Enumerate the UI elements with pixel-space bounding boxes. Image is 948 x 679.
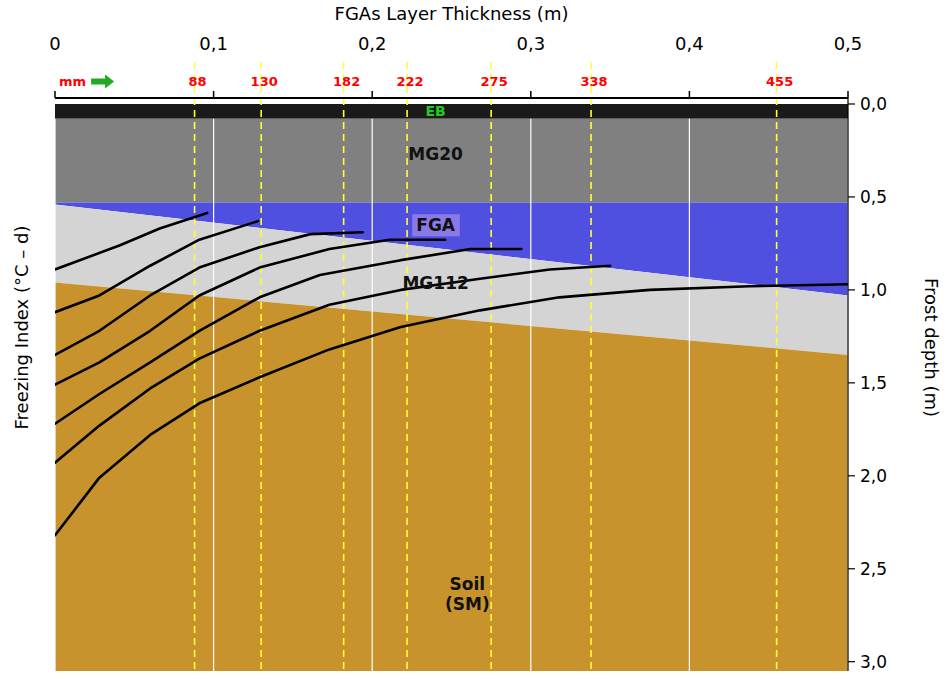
curve xyxy=(55,232,363,355)
grid-line xyxy=(372,119,373,671)
thickness-line xyxy=(776,62,778,671)
y-tick xyxy=(848,568,855,569)
grid-line xyxy=(55,119,56,671)
layer-label-line: MG112 xyxy=(402,273,468,293)
curve xyxy=(55,249,521,424)
thickness-label: 338 xyxy=(580,74,607,89)
y-tick xyxy=(848,382,855,383)
x-tick xyxy=(847,91,849,98)
plot-area xyxy=(55,104,848,671)
y-tick-label: 1,5 xyxy=(860,373,887,393)
y-tick xyxy=(848,103,855,104)
chart: EB MG20 FGA MG112 Soil(SM) 0 0,1 0,2 0,3 0,4 0,5 FG… xyxy=(0,0,948,679)
grid-line xyxy=(689,119,690,671)
thickness-line xyxy=(590,62,592,671)
layer-label: Soil(SM) xyxy=(445,574,490,614)
thickness-label: 130 xyxy=(251,74,278,89)
layer-label: FGA xyxy=(416,215,456,235)
y-tick xyxy=(848,475,855,476)
x-tick xyxy=(54,91,56,98)
layer-label: MG112 xyxy=(402,273,468,293)
unit-arrow xyxy=(91,75,114,89)
layer xyxy=(55,119,848,203)
x-tick-label: 0,3 xyxy=(516,33,545,54)
x-tick-label: 0,1 xyxy=(199,33,228,54)
thickness-line xyxy=(490,62,492,671)
layer-label: EB xyxy=(426,103,446,119)
thickness-label: 455 xyxy=(766,74,793,89)
y-tick xyxy=(848,289,855,290)
layer-label-line: (SM) xyxy=(445,594,490,614)
y-tick-label: 0,0 xyxy=(860,94,887,114)
y-tick-label: 1,0 xyxy=(860,280,887,300)
thickness-label: 88 xyxy=(189,74,207,89)
thickness-line xyxy=(194,62,196,671)
layer-label-line: EB xyxy=(426,103,446,119)
curves xyxy=(55,213,848,535)
x-tick xyxy=(530,91,532,98)
layer-label-line: Soil xyxy=(450,574,486,594)
y-tick-label: 3,0 xyxy=(860,652,887,672)
y2-axis-title: Frost depth (m) xyxy=(921,278,942,417)
y-axis-title: Freezing Index (°C – d) xyxy=(11,226,32,430)
x-tick-label: 0 xyxy=(49,33,60,54)
y-tick-label: 0,5 xyxy=(860,187,887,207)
label-patch xyxy=(412,214,460,236)
thickness-line xyxy=(343,62,345,671)
thickness-label: 275 xyxy=(481,74,508,89)
x-tick-label: 0,5 xyxy=(834,33,863,54)
thickness-line xyxy=(260,62,262,671)
grid-line xyxy=(213,119,214,671)
thickness-label: 182 xyxy=(333,74,360,89)
x-tick-label: 0,2 xyxy=(358,33,387,54)
curve xyxy=(55,221,258,312)
unit-label: mm xyxy=(59,74,86,89)
y-tick xyxy=(848,196,855,197)
layer-label: MG20 xyxy=(408,144,463,164)
x-tick xyxy=(689,91,691,98)
grid-line xyxy=(530,119,531,671)
x-axis xyxy=(55,97,848,99)
layer-label-line: MG20 xyxy=(408,144,463,164)
y2-axis xyxy=(847,98,848,671)
x-tick xyxy=(371,91,373,98)
y-tick-label: 2,5 xyxy=(860,559,887,579)
thickness-label: 222 xyxy=(397,74,424,89)
curve xyxy=(55,266,610,463)
x-tick xyxy=(213,91,215,98)
layer-label-line: FGA xyxy=(416,215,456,235)
curve xyxy=(55,213,207,270)
layer xyxy=(55,104,848,119)
x-axis-title: FGAs Layer Thickness (m) xyxy=(335,3,569,24)
y-tick xyxy=(848,661,855,662)
layer xyxy=(55,282,848,671)
curve xyxy=(55,284,848,535)
x-tick-label: 0,4 xyxy=(675,33,704,54)
y-tick-label: 2,0 xyxy=(860,466,887,486)
